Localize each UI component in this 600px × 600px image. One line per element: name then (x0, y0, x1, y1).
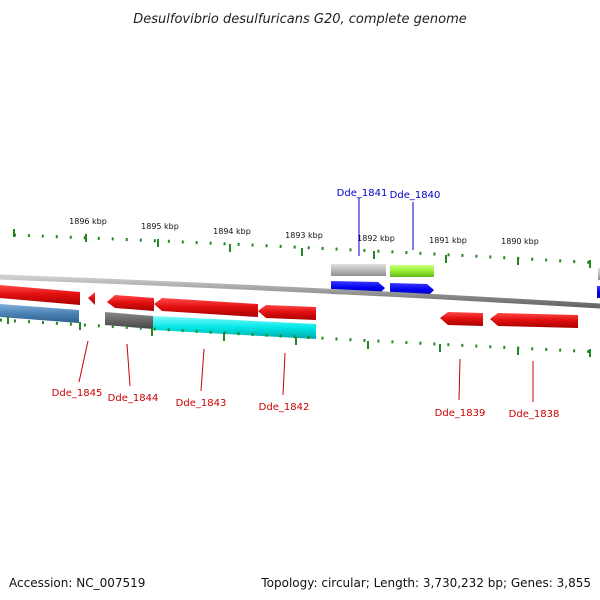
feature-dark-gray (105, 312, 153, 329)
feature-light-gray-edge (598, 268, 600, 280)
accession-text: Accession: NC_007519 (9, 576, 146, 590)
cds-Dde_1843[interactable] (154, 298, 258, 317)
upper-tick-track (13, 229, 600, 268)
gene-label-Dde_1838[interactable]: Dde_1838 (509, 409, 560, 420)
gene-label-Dde_1844[interactable]: Dde_1844 (108, 393, 159, 404)
gene-label-Dde_1841[interactable]: Dde_1841 (337, 188, 388, 199)
scale-label: 1895 kbp (141, 222, 179, 231)
lower-tick-track (0, 316, 600, 357)
scale-label: 1890 kbp (501, 237, 539, 246)
reverse-features (0, 304, 316, 339)
cds-Dde_1842[interactable] (258, 305, 316, 320)
scale-label: 1896 kbp (69, 217, 107, 226)
label-leaders (78, 198, 534, 402)
map-title: Desulfovibrio desulfuricans G20, complet… (133, 12, 467, 27)
cds-Dde_1844[interactable] (107, 295, 154, 311)
feature-steelblue (0, 304, 79, 323)
cds-Dde_1845[interactable] (0, 285, 80, 305)
scale-label: 1893 kbp (285, 231, 323, 240)
genome-backbone (0, 274, 600, 309)
gene-label-Dde_1845[interactable]: Dde_1845 (52, 388, 103, 399)
gene-label-Dde_1840[interactable]: Dde_1840 (390, 190, 441, 201)
cds-Dde_1838[interactable] (490, 313, 578, 328)
feature-light-gray (331, 264, 386, 276)
scale-label: 1892 kbp (357, 234, 395, 243)
cds-small-fragment[interactable] (88, 292, 95, 305)
feature-lime (390, 265, 434, 277)
genome-summary-text: Topology: circular; Length: 3,730,232 bp… (261, 576, 591, 590)
gene-labels: Dde_1841 Dde_1840 Dde_1845 Dde_1844 Dde_… (52, 188, 560, 420)
gene-label-Dde_1843[interactable]: Dde_1843 (176, 398, 227, 409)
feature-cyan (153, 316, 316, 339)
scale-label: 1891 kbp (429, 236, 467, 245)
scale-labels: 1896 kbp 1895 kbp 1894 kbp 1893 kbp 1892… (69, 217, 539, 246)
scale-label: 1894 kbp (213, 227, 251, 236)
gene-label-Dde_1842[interactable]: Dde_1842 (259, 402, 310, 413)
cds-forward-edge (597, 286, 600, 298)
gene-label-Dde_1839[interactable]: Dde_1839 (435, 408, 486, 419)
reverse-cds (0, 285, 578, 328)
cds-Dde_1839[interactable] (440, 312, 483, 326)
